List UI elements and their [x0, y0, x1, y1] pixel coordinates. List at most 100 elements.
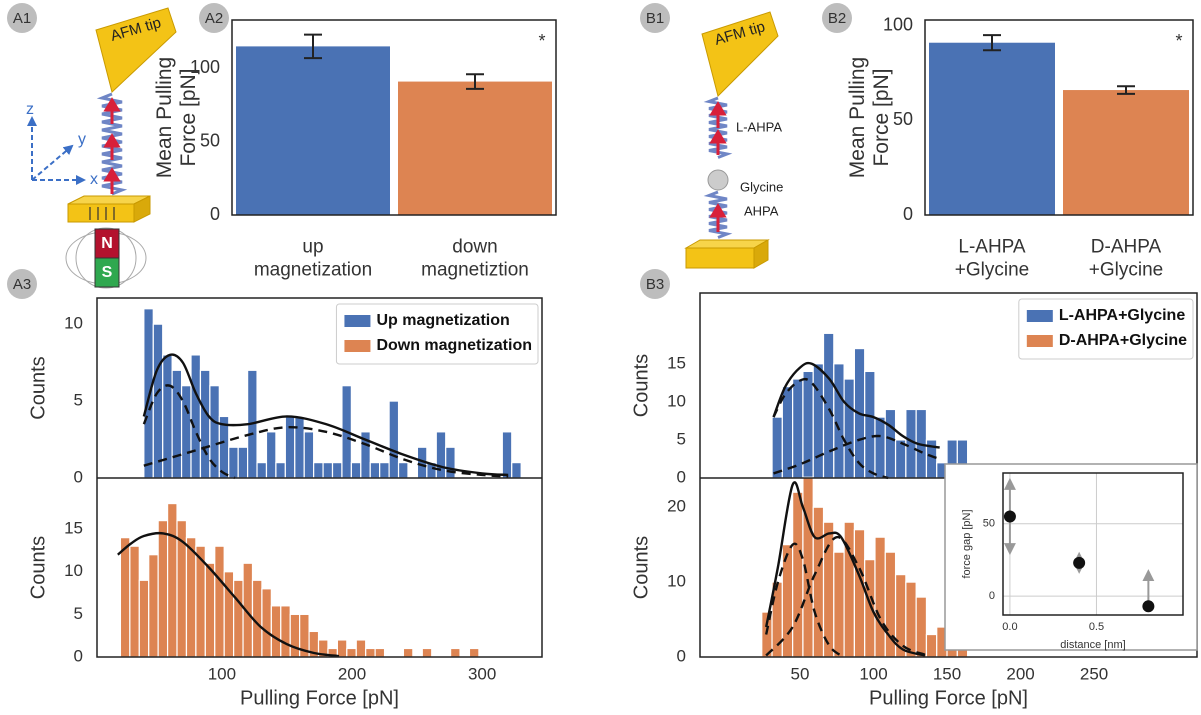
y-tick-label: 0 [74, 646, 83, 665]
y-tick-label: 0 [677, 467, 686, 486]
histogram-bar [421, 647, 433, 658]
y-tick-label: 0 [677, 646, 686, 665]
y-tick-label: 0 [210, 204, 220, 224]
histogram-bar [350, 462, 362, 479]
x-tick-label: L-AHPA +Glycine [955, 237, 1029, 281]
x-tick-label: 200 [1006, 664, 1034, 683]
histogram-bar [265, 431, 277, 479]
y-tick-label: 15 [64, 519, 83, 538]
histogram-bar [792, 378, 804, 479]
legend-swatch [344, 315, 371, 327]
y-axis-label: Counts [630, 536, 652, 599]
x-tick-label: 250 [1080, 664, 1108, 683]
histogram-bar [237, 446, 249, 479]
panel-label: A2 [205, 10, 223, 27]
x-tick-label: 200 [338, 664, 366, 683]
axis-name: z [26, 101, 34, 118]
y-tick-label: 100 [190, 57, 220, 77]
y-axis-label: Mean PullingForce [pN] [846, 57, 893, 178]
histogram-bar [874, 416, 886, 479]
y-tick-label: 0 [74, 467, 83, 486]
x-tick-label: 0.5 [1089, 621, 1104, 633]
x-tick-label: 50 [791, 664, 810, 683]
substrate-side [133, 195, 151, 223]
x-tick-label: 100 [208, 664, 236, 683]
y-axis-label: Counts [27, 356, 49, 419]
x-tick-label: D-AHPA +Glycine [1089, 237, 1163, 281]
fit-curve [773, 434, 941, 475]
histogram-bar [355, 639, 367, 658]
histogram-bar [223, 571, 235, 658]
glycine [707, 169, 729, 191]
bar [398, 81, 552, 215]
y-tick-label: 0 [989, 590, 995, 602]
diagram-a1: AFM tip N S x y z [26, 7, 177, 289]
histogram-bar [166, 502, 178, 658]
panel-label: A1 [13, 10, 31, 27]
diagram-b1: AFM tip L-AHPA Glycine AHPA [684, 11, 783, 269]
histogram-bar [501, 431, 513, 479]
substrate [67, 203, 135, 223]
panel-label: B3 [646, 276, 664, 293]
bar-chart: up magnetization down magnetiztion 0 50 100Mea… [153, 19, 557, 281]
histogram-bar [468, 647, 480, 658]
histogram-bar [157, 520, 169, 658]
histogram-bar [833, 551, 845, 658]
legend-label: Down magnetization [376, 337, 532, 354]
x-tick-label: 0.0 [1002, 621, 1017, 633]
panel-badge [640, 3, 670, 33]
fit-curve [772, 361, 940, 449]
legend-box [335, 303, 539, 365]
histogram-bar [853, 529, 866, 658]
histogram-chart: 0 5 10 Counts 0 5 10 15 Counts 100 200 300 Pulling F… [27, 297, 543, 709]
annotation: * [538, 31, 545, 51]
histogram-bar [233, 579, 244, 658]
histogram-bar [256, 462, 268, 479]
y-tick-label: 0 [903, 204, 913, 224]
histogram-bar [294, 415, 305, 479]
histogram-bar [199, 369, 211, 479]
legend: Up magnetization Down magnetization [335, 303, 539, 365]
histogram-bar [336, 639, 348, 658]
histogram-bar [864, 559, 876, 658]
histogram-bar [148, 554, 159, 658]
axis-name: x [90, 171, 98, 188]
histogram-bar [369, 462, 381, 479]
histogram-bar [365, 647, 376, 658]
legend-swatch [344, 340, 371, 352]
y-axis-label: Mean PullingForce [pN] [153, 57, 200, 178]
fit-curve [764, 542, 845, 659]
molecule-label: AHPA [744, 203, 779, 218]
histogram-bar [884, 408, 897, 479]
histogram-bar [261, 588, 272, 658]
histogram-bar [397, 462, 409, 479]
histogram-bar [284, 415, 296, 479]
afm-tip [701, 11, 779, 97]
histogram-bar [275, 462, 286, 479]
x-tick-label: 300 [468, 664, 496, 683]
panel-label: B2 [828, 10, 846, 27]
x-axis-label: Pulling Force [pN] [240, 687, 399, 709]
panel-label: A3 [13, 276, 31, 293]
y-tick-label: 10 [667, 391, 686, 410]
y-tick-label: 50 [983, 518, 995, 530]
histogram-bar [152, 323, 164, 479]
fit-curve [764, 481, 926, 657]
molecule-label: Glycine [740, 179, 783, 194]
x-tick-label: 100 [859, 664, 887, 683]
histogram-bar [402, 647, 414, 658]
y-tick-label: 5 [677, 429, 686, 448]
y-tick-label: 100 [883, 14, 913, 34]
bar [236, 46, 390, 215]
coordinate-axes [27, 116, 86, 185]
fit-curve [117, 531, 340, 658]
magnetization-arrows [89, 207, 115, 220]
legend-box [1018, 298, 1194, 360]
histogram-bar [214, 545, 225, 658]
histogram-bar [143, 308, 154, 479]
magnet-north [94, 228, 120, 259]
legend: L-AHPA+Glycine D-AHPA+Glycine [1018, 298, 1194, 360]
y-tick-label: 5 [74, 391, 83, 410]
